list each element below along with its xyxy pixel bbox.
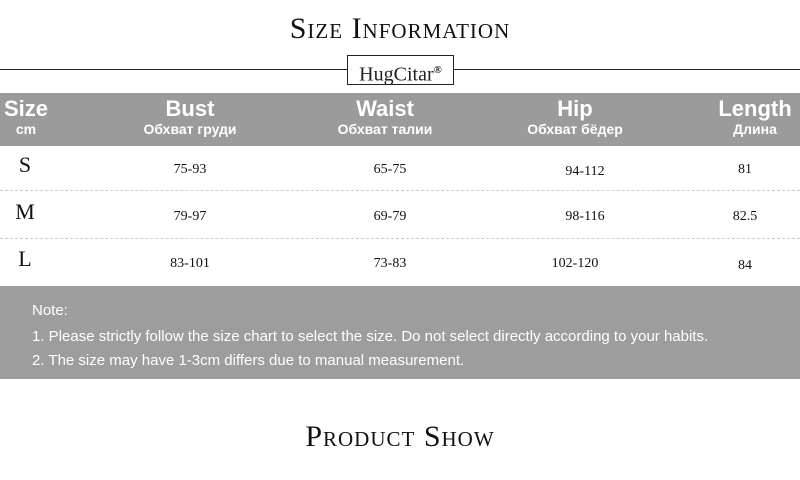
waist-cell: 65-75 bbox=[373, 162, 407, 177]
size-table-header: Size cm Bust Обхват груди Waist Обхват тали… bbox=[0, 93, 800, 146]
row-divider bbox=[0, 238, 800, 239]
header-sub: Обхват груди bbox=[143, 121, 237, 137]
header-main: Bust bbox=[165, 96, 215, 121]
table-row: L 83-101 73-83 102-120 84 bbox=[0, 240, 800, 286]
size-cell: S bbox=[18, 152, 32, 177]
header-sub: Обхват бёдер bbox=[527, 121, 623, 137]
size-cell: M bbox=[15, 199, 35, 224]
hip-cell: 98-116 bbox=[565, 209, 605, 224]
header-hip: Hip Обхват бёдер bbox=[495, 96, 655, 138]
registered-mark: ® bbox=[433, 64, 442, 76]
note-box: Note: 1. Please strictly follow the size… bbox=[0, 286, 800, 379]
length-cell: 81 bbox=[738, 162, 752, 177]
table-row: M 79-97 69-79 98-116 82.5 bbox=[0, 193, 800, 239]
product-show-title: Product Show bbox=[305, 420, 495, 453]
header-bust: Bust Обхват груди bbox=[110, 96, 270, 138]
header-main: Length bbox=[718, 96, 792, 121]
hip-cell: 94-112 bbox=[565, 164, 605, 179]
size-information-title: Size Information bbox=[289, 12, 511, 45]
length-cell: 84 bbox=[738, 258, 752, 273]
bust-cell: 75-93 bbox=[173, 162, 207, 177]
length-cell: 82.5 bbox=[732, 209, 758, 224]
hip-cell: 102-120 bbox=[551, 256, 599, 271]
waist-cell: 69-79 bbox=[373, 209, 407, 224]
header-size: Size cm bbox=[2, 96, 50, 138]
brand-logo: HugCitar® bbox=[347, 55, 454, 86]
bust-cell: 79-97 bbox=[173, 209, 207, 224]
note-line: 2. The size may have 1-3cm differs due t… bbox=[32, 352, 465, 369]
bust-cell: 83-101 bbox=[170, 256, 210, 271]
note-label: Note: bbox=[32, 302, 68, 319]
header-main: Waist bbox=[356, 96, 414, 121]
header-sub: Обхват талии bbox=[337, 121, 433, 137]
header-sub: Длина bbox=[733, 121, 777, 137]
header-main: Hip bbox=[557, 96, 593, 121]
row-divider bbox=[0, 190, 800, 191]
size-cell: L bbox=[18, 246, 32, 271]
header-sub: cm bbox=[15, 121, 37, 137]
brand-name: HugCitar bbox=[359, 63, 434, 86]
header-length: Length Длина bbox=[705, 96, 800, 138]
header-main: Size bbox=[3, 96, 49, 121]
header-waist: Waist Обхват талии bbox=[305, 96, 465, 138]
note-line: 1. Please strictly follow the size chart… bbox=[32, 328, 709, 345]
table-row: S 75-93 65-75 94-112 81 bbox=[0, 146, 800, 192]
waist-cell: 73-83 bbox=[373, 256, 407, 271]
